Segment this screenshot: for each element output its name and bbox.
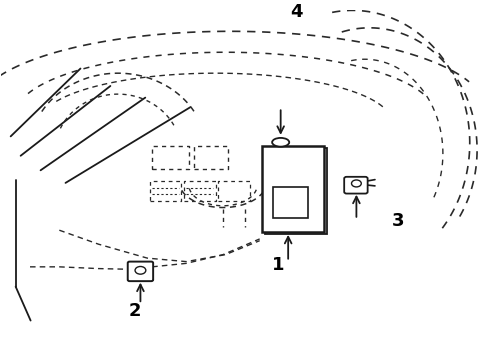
Text: 1: 1 xyxy=(272,256,285,274)
Text: 2: 2 xyxy=(129,302,141,320)
FancyBboxPatch shape xyxy=(265,148,327,234)
Ellipse shape xyxy=(272,138,289,147)
Bar xyxy=(273,186,308,218)
FancyBboxPatch shape xyxy=(262,147,324,232)
Text: 4: 4 xyxy=(290,3,302,21)
FancyBboxPatch shape xyxy=(128,262,153,281)
Text: 3: 3 xyxy=(392,212,404,230)
Ellipse shape xyxy=(135,266,146,274)
Circle shape xyxy=(351,180,361,187)
FancyBboxPatch shape xyxy=(344,177,368,194)
